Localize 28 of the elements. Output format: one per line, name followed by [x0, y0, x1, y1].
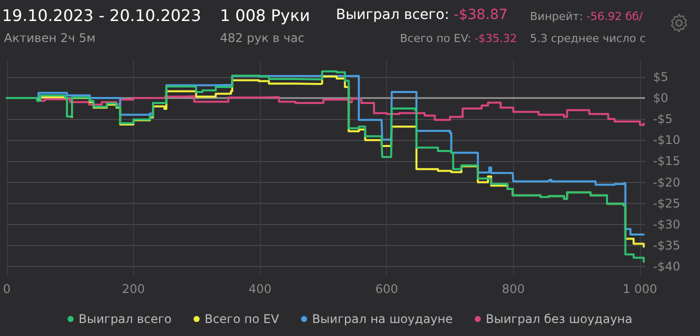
y-tick-label: $5	[653, 70, 668, 84]
text: Всего по EV: -$35.32	[400, 32, 518, 45]
y-tick-label: -$25	[653, 196, 680, 210]
chart-title: 19.10.2023 - 20.10.2023	[2, 6, 202, 25]
x-tick-label: 800	[502, 282, 525, 296]
y-tick-label: -$15	[653, 154, 680, 168]
legend-label: Выиграл на шоудауне	[312, 312, 453, 326]
y-tick-label: -$30	[653, 217, 680, 232]
text: Выиграл всего: -$38.87	[336, 7, 508, 23]
y-tick-label: -$20	[653, 175, 680, 190]
chart-subtitle: Активен 2ч 5м	[4, 31, 96, 45]
y-tick-label: $0	[653, 90, 668, 105]
x-tick-label: 1 000	[622, 282, 658, 296]
text: 482 рук в час	[220, 31, 304, 45]
x-tick-label: 600	[375, 282, 398, 296]
y-tick-label: -$10	[653, 133, 680, 148]
text: 5.3 среднее число с	[530, 32, 646, 45]
y-tick-label: -$40	[653, 260, 680, 274]
text: Винрейт: -56.92 бб/	[530, 10, 643, 23]
y-tick-label: -$5	[653, 112, 673, 126]
x-tick-label: 200	[122, 282, 145, 296]
y-tick-label: -$35	[653, 238, 680, 252]
text: 1 008 Руки	[220, 6, 310, 25]
legend-label: Всего по EV	[204, 312, 280, 326]
x-tick-label: 400	[248, 282, 272, 296]
legend-label: Выиграл всего	[78, 312, 172, 326]
x-tick-label: 0	[2, 282, 11, 296]
legend-label: Выиграл без шоудауна	[486, 312, 632, 326]
